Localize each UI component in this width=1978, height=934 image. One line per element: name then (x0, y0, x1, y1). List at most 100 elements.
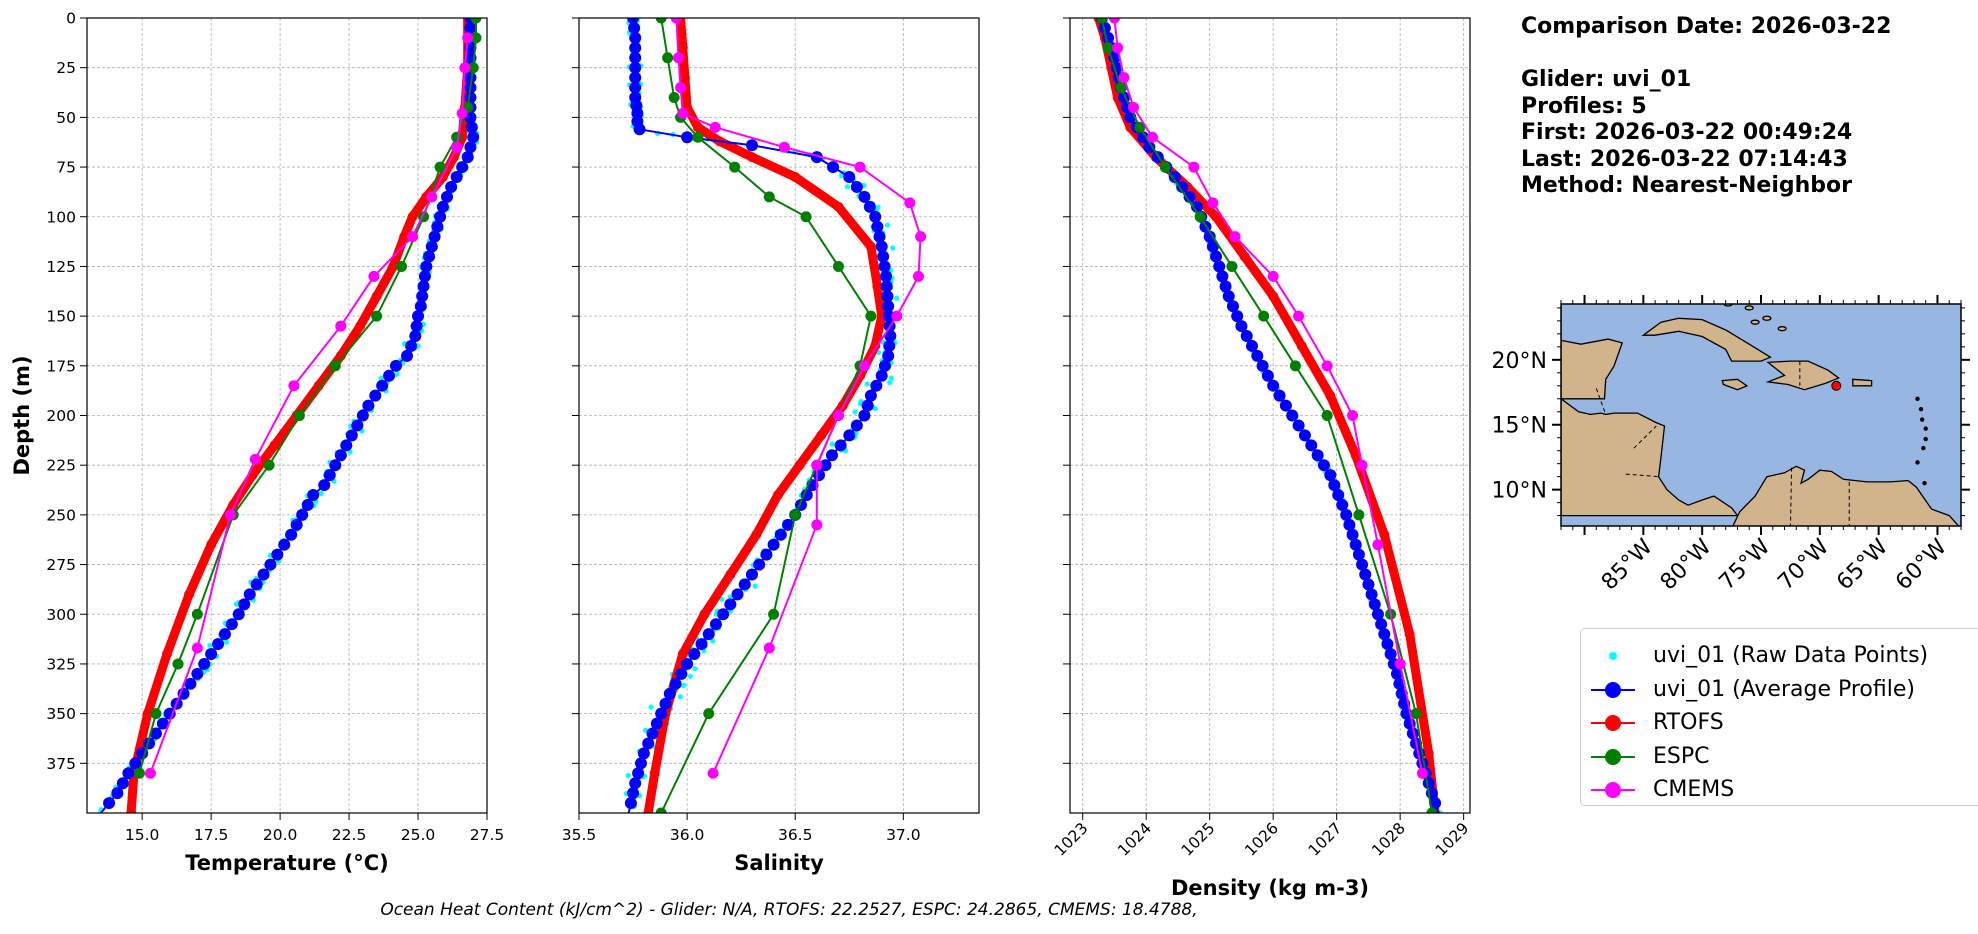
data-point (1346, 528, 1359, 541)
legend-item: RTOFS (1581, 708, 1978, 738)
data-point (218, 628, 231, 641)
bahamas (1777, 326, 1787, 332)
raw-point (687, 673, 693, 679)
y-tick-label: 375 (46, 755, 76, 773)
data-point (858, 360, 870, 372)
raw-point (864, 381, 870, 387)
data-point (401, 349, 413, 362)
data-point (794, 460, 805, 471)
y-tick-label: 25 (56, 59, 76, 77)
data-point (634, 757, 647, 770)
profile-panel-3: 1023 1024 1025 1026 1027 1028 1029 Density (kg … (1051, 17, 1472, 900)
legend-item: uvi_01 (Raw Data Points) (1581, 641, 1978, 671)
data-point (717, 608, 730, 621)
data-point (1371, 608, 1384, 621)
data-point (707, 767, 719, 779)
x-axis-label: Temperature (°C) (185, 851, 388, 875)
data-point (111, 787, 124, 800)
data-point (800, 211, 812, 223)
data-point (843, 429, 856, 442)
puerto-rico (1852, 378, 1873, 387)
data-point (1321, 410, 1333, 421)
data-point (198, 657, 211, 670)
data-point (467, 62, 479, 74)
lesser-antilles (1923, 426, 1928, 431)
raw-point (710, 638, 716, 644)
data-point (133, 767, 145, 779)
comparison-date: Comparison Date: 2026-03-22 (1521, 14, 1892, 39)
data-point (731, 588, 744, 601)
data-point (467, 131, 480, 144)
data-point (703, 708, 715, 720)
data-point (1206, 240, 1219, 253)
data-point (863, 200, 876, 213)
data-point (1332, 489, 1345, 501)
series-line (1100, 18, 1433, 813)
x-tick-label: 37.0 (886, 826, 921, 844)
data-point (1356, 558, 1369, 571)
data-point (1362, 578, 1375, 591)
data-point (1143, 141, 1156, 154)
data-point (441, 190, 453, 203)
map-lon-label: 65°W (1832, 534, 1893, 595)
data-point (405, 339, 418, 352)
data-point (1293, 310, 1305, 322)
data-point (307, 489, 320, 501)
data-point (163, 707, 176, 720)
country-border (1633, 425, 1657, 449)
data-point (709, 618, 722, 631)
data-point (436, 200, 449, 213)
data-point (688, 648, 701, 660)
data-point (915, 231, 927, 243)
data-point (819, 459, 832, 472)
data-point (629, 777, 642, 790)
country-border (1789, 467, 1793, 526)
data-point (865, 310, 877, 322)
south-america (1732, 465, 1960, 526)
raw-point (378, 375, 384, 381)
data-point (724, 598, 737, 611)
data-point (668, 92, 680, 103)
data-point (1375, 618, 1388, 631)
data-point (659, 697, 672, 710)
data-point (1168, 171, 1181, 183)
data-point (1390, 667, 1403, 680)
data-point (1324, 469, 1337, 482)
data-point (774, 528, 787, 541)
series-rtofs (643, 18, 887, 813)
data-point (1426, 807, 1438, 813)
data-point (1286, 409, 1299, 422)
data-point (417, 280, 430, 293)
data-point (877, 250, 890, 263)
bahamas (1762, 315, 1772, 321)
series-cmems (670, 18, 927, 779)
series-cmems (1108, 18, 1428, 779)
data-point (1279, 399, 1292, 412)
legend-marker (1605, 782, 1621, 798)
data-point (878, 260, 891, 273)
data-point (456, 107, 468, 119)
glider-location-marker (1831, 380, 1842, 391)
data-point (1261, 369, 1274, 382)
data-point (116, 777, 129, 790)
data-point (1240, 330, 1253, 342)
series-uvi-01-average-profile- (1095, 18, 1442, 813)
data-point (1219, 280, 1232, 293)
jamaica (1721, 378, 1749, 391)
x-tick-label: 17.5 (194, 826, 229, 844)
data-point (129, 757, 142, 770)
data-point (1429, 797, 1442, 810)
map-lon-label: 75°W (1715, 534, 1776, 595)
x-tick-label: 25.0 (401, 826, 436, 844)
data-point (225, 618, 238, 631)
data-point (790, 172, 801, 182)
data-point (249, 453, 261, 465)
data-point (882, 300, 895, 313)
x-axis-label: Salinity (734, 851, 824, 875)
data-point (1352, 548, 1365, 561)
data-point (670, 18, 682, 24)
data-point (778, 141, 790, 153)
data-point (465, 121, 478, 134)
data-point (329, 459, 342, 472)
data-point (464, 71, 477, 84)
